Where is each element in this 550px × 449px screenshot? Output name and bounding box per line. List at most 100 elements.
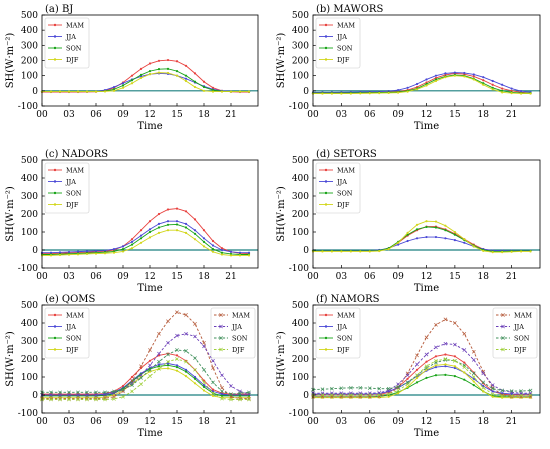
data-point	[453, 239, 456, 242]
data-point	[85, 397, 89, 402]
data-point	[139, 382, 143, 387]
data-point	[193, 375, 197, 379]
data-point	[175, 74, 179, 77]
data-point	[175, 357, 179, 361]
data-point	[397, 392, 400, 395]
data-point	[247, 396, 251, 401]
data-point	[482, 83, 485, 86]
data-point	[472, 377, 475, 380]
data-point	[112, 389, 116, 394]
data-point	[103, 397, 107, 402]
series-line	[313, 226, 531, 252]
data-point	[94, 397, 98, 402]
x-tick-label: 21	[225, 272, 236, 282]
data-point	[444, 224, 447, 227]
y-tick-label: 200	[292, 210, 309, 220]
data-point	[49, 90, 53, 93]
data-point	[76, 390, 80, 395]
data-point	[121, 245, 125, 248]
data-point	[139, 234, 143, 237]
data-point	[112, 89, 116, 92]
data-point	[67, 253, 71, 256]
data-point	[453, 375, 456, 378]
data-point	[406, 377, 409, 380]
x-tick-label: 12	[421, 110, 432, 120]
data-point	[112, 85, 116, 89]
y-tick-label: 500	[292, 11, 309, 21]
legend-marker	[219, 313, 223, 317]
data-point	[175, 207, 179, 210]
y-tick-label: -100	[289, 409, 309, 419]
data-point	[415, 353, 419, 358]
data-point	[434, 235, 438, 239]
legend-label: DJF	[232, 346, 245, 354]
legend-label: MAM	[337, 311, 355, 319]
data-point	[76, 250, 80, 253]
y-tick-label: 300	[292, 192, 309, 202]
series-line	[313, 358, 531, 397]
y-axis-title: SH(W·m⁻²)	[276, 331, 287, 387]
series-line	[42, 311, 249, 400]
data-point	[471, 371, 476, 376]
x-tick-label: 21	[506, 417, 517, 427]
data-point	[247, 90, 251, 93]
series-line	[313, 74, 531, 94]
data-point	[453, 71, 456, 74]
data-point	[184, 222, 188, 225]
x-axis-title: Time	[414, 283, 439, 294]
data-point	[157, 68, 161, 71]
data-point	[139, 67, 143, 70]
y-axis-title: SH(W·m⁻²)	[276, 33, 287, 89]
data-point	[184, 370, 188, 373]
x-axis-title: Time	[137, 121, 162, 132]
data-point	[184, 210, 188, 213]
data-point	[184, 79, 188, 83]
data-point	[463, 371, 466, 374]
data-point	[85, 390, 89, 395]
panel-title: (d) SETORS	[316, 149, 377, 160]
series-line	[313, 236, 531, 251]
x-tick-label: 21	[225, 417, 236, 427]
legend-label: MAM	[66, 166, 84, 174]
legend-label: MAM	[337, 21, 355, 29]
data-point	[510, 89, 513, 92]
data-point	[220, 248, 224, 252]
data-point	[157, 351, 161, 356]
data-point	[58, 397, 62, 402]
data-point	[94, 393, 98, 397]
data-point	[211, 86, 215, 89]
legend-label: JJA	[65, 178, 76, 186]
data-point	[184, 375, 188, 378]
data-point	[211, 248, 215, 251]
data-point	[49, 397, 53, 402]
legend-label: JJA	[336, 323, 347, 331]
data-point	[148, 236, 152, 239]
data-point	[103, 390, 107, 395]
data-point	[444, 72, 447, 75]
data-point	[220, 251, 224, 254]
legend-label: SON	[66, 334, 82, 342]
series-line	[313, 75, 531, 95]
data-point	[425, 376, 428, 379]
data-point	[148, 220, 152, 223]
y-tick-label: 0	[303, 391, 309, 401]
data-point	[202, 240, 206, 243]
data-point	[463, 378, 466, 381]
y-tick-label: 500	[292, 156, 309, 166]
data-point	[453, 358, 457, 363]
data-point	[193, 238, 197, 241]
data-point	[397, 243, 400, 246]
data-point	[424, 352, 429, 357]
data-point	[519, 389, 523, 393]
data-point	[157, 367, 161, 371]
data-point	[184, 349, 188, 353]
data-point	[491, 79, 494, 83]
y-tick-label: 400	[21, 319, 38, 329]
legend-label: DJF	[66, 56, 79, 64]
x-tick-label: 18	[478, 272, 490, 282]
y-axis-title: SH(W·m⁻²)	[5, 186, 16, 242]
data-point	[472, 75, 475, 78]
x-tick-label: 09	[392, 272, 404, 282]
data-point	[482, 249, 485, 252]
x-tick-label: 21	[506, 110, 517, 120]
